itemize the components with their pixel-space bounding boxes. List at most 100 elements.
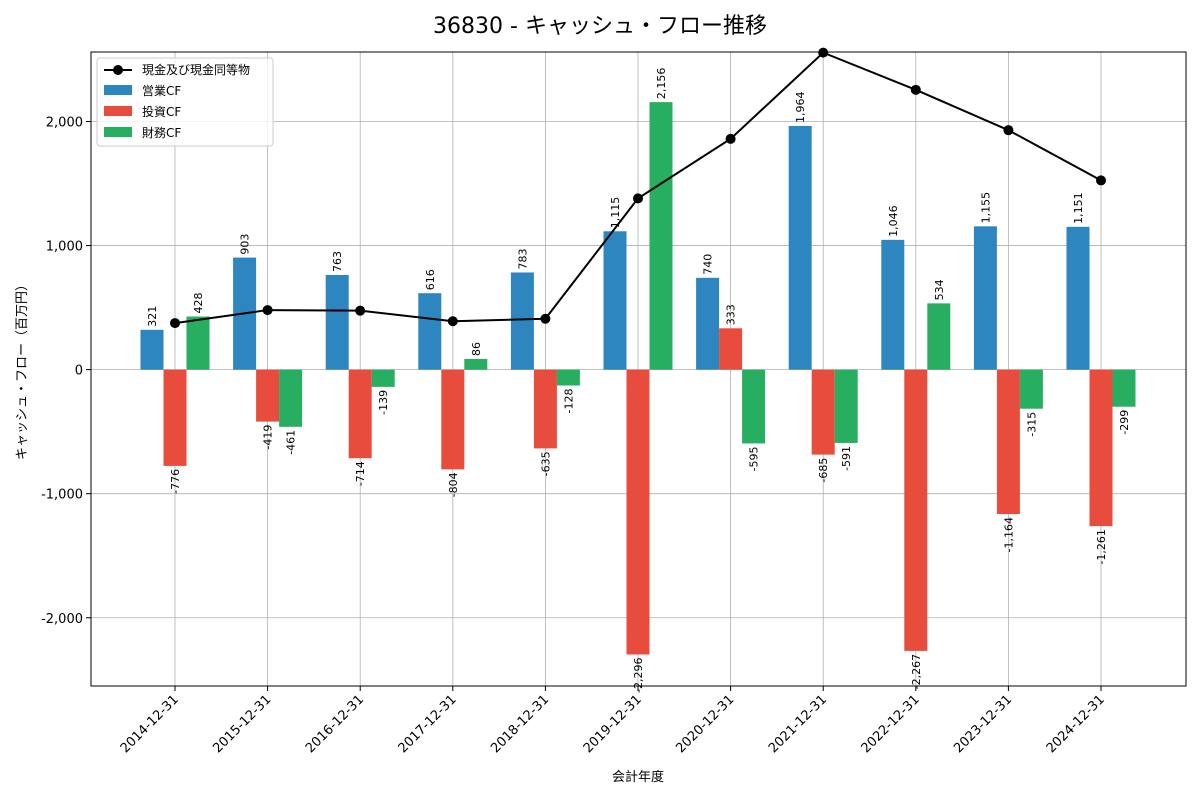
bar-0 (973, 226, 997, 370)
bar-value-label: 1,155 (979, 192, 992, 224)
y-tick-label: 1,000 (46, 240, 83, 255)
y-tick-label: 2,000 (46, 115, 83, 130)
bar-2 (649, 102, 673, 370)
y-tick-label: -1,000 (41, 488, 83, 503)
x-tick-label: 2018-12-31 (488, 692, 552, 756)
bar-0 (788, 125, 812, 370)
chart-title: 36830 - キャッシュ・フロー推移 (433, 14, 767, 39)
labels-layer: 321 903 763 616 783 1,115 740 1,964 1,046 1,155 1,… (146, 68, 1131, 693)
bar-value-label: 333 (725, 304, 738, 325)
bar-value-label: 740 (702, 254, 715, 275)
bar-value-label: -128 (562, 389, 575, 414)
bar-value-label: -591 (840, 446, 853, 471)
x-tick-label: 2020-12-31 (673, 692, 737, 756)
bar-value-label: 616 (424, 269, 437, 290)
bar-value-label: 86 (470, 342, 483, 356)
legend-line-marker (113, 65, 123, 75)
legend-label: 現金及び現金同等物 (142, 62, 250, 77)
x-tick-label: 2023-12-31 (951, 692, 1015, 756)
bar-2 (742, 369, 766, 444)
bar-value-label: 903 (239, 234, 252, 255)
line-layer (170, 47, 1106, 329)
legend-swatch (104, 85, 132, 95)
bar-value-label: -1,164 (1002, 517, 1015, 552)
cash-line-point (1096, 175, 1106, 186)
bar-0 (140, 329, 164, 370)
bar-value-label: -595 (748, 446, 761, 471)
cash-line-point (540, 313, 551, 324)
legend-swatch (104, 127, 132, 137)
bar-2 (371, 369, 395, 387)
bar-1 (1089, 369, 1113, 527)
bar-2 (1112, 369, 1136, 407)
bar-2 (279, 369, 303, 427)
x-tick-label: 2016-12-31 (303, 692, 367, 756)
bar-value-label: 1,151 (1072, 192, 1085, 224)
cash-line-point (447, 316, 458, 327)
bar-value-label: -635 (539, 451, 552, 476)
cash-line-point (910, 84, 921, 95)
legend-label: 財務CF (142, 125, 181, 140)
bar-value-label: 1,046 (887, 205, 900, 237)
bar-value-label: 1,115 (609, 197, 622, 229)
bar-0 (510, 272, 534, 370)
bar-value-label: -299 (1118, 410, 1131, 435)
bar-2 (464, 358, 488, 370)
bars-layer (140, 102, 1136, 655)
bar-1 (904, 369, 928, 651)
bar-0 (881, 239, 905, 370)
cash-line-point (355, 305, 366, 316)
y-tick-label: -2,000 (41, 612, 83, 627)
legend-swatch (104, 106, 132, 116)
cash-line-point (170, 318, 180, 329)
x-tick-label: 2015-12-31 (210, 692, 274, 756)
bar-value-label: -685 (817, 458, 830, 483)
bar-1 (163, 369, 187, 466)
bar-value-label: -315 (1025, 412, 1038, 437)
bar-value-label: 428 (192, 293, 205, 314)
bar-0 (603, 231, 627, 370)
bar-2 (556, 369, 580, 386)
bar-2 (1019, 369, 1043, 409)
x-tick-label: 2021-12-31 (766, 692, 830, 756)
bar-value-label: -139 (377, 390, 390, 415)
bar-value-label: 2,156 (655, 68, 668, 100)
bar-0 (325, 274, 349, 370)
bar-1 (811, 369, 835, 455)
bar-value-label: 783 (516, 248, 529, 269)
x-tick-label: 2024-12-31 (1044, 692, 1108, 756)
bar-value-label: 534 (933, 279, 946, 300)
bar-0 (696, 277, 720, 370)
bar-1 (719, 328, 743, 370)
bar-2 (834, 369, 858, 443)
axis-layer: -2,000 -1,000 0 1,000 2,000 2014-12-31 2015-12… (41, 115, 1108, 756)
bar-value-label: 321 (146, 306, 159, 327)
bar-value-label: -2,296 (632, 657, 645, 692)
bar-0 (418, 293, 442, 370)
bar-value-label: -419 (262, 425, 275, 450)
cash-line-point (725, 133, 736, 144)
cash-line-point (1003, 125, 1014, 136)
bar-value-label: -461 (285, 430, 298, 455)
bar-value-label: -714 (354, 461, 367, 486)
legend-box (96, 57, 274, 147)
bar-1 (441, 369, 465, 470)
bar-1 (348, 369, 372, 459)
x-tick-label: 2017-12-31 (396, 692, 460, 756)
cash-line-point (262, 305, 273, 316)
bar-value-label: -2,267 (910, 654, 923, 689)
x-tick-label: 2019-12-31 (581, 692, 645, 756)
bar-value-label: 763 (331, 251, 344, 272)
bar-value-label: -1,261 (1095, 529, 1108, 564)
cash-line-point (818, 47, 829, 58)
bar-2 (186, 316, 210, 370)
x-tick-label: 2014-12-31 (118, 692, 182, 756)
x-tick-label: 2022-12-31 (859, 692, 923, 756)
bar-value-label: -776 (169, 469, 182, 494)
bar-1 (996, 369, 1020, 515)
bar-value-label: -804 (447, 472, 460, 497)
y-tick-label: 0 (75, 364, 83, 379)
x-axis-title: 会計年度 (612, 769, 664, 785)
